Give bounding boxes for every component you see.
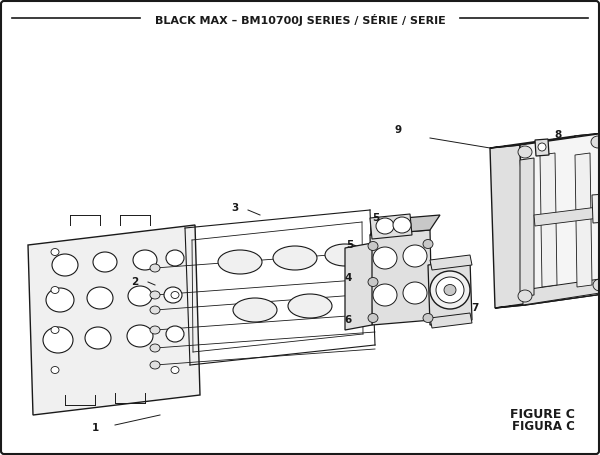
- Polygon shape: [495, 293, 600, 308]
- Ellipse shape: [51, 287, 59, 293]
- Polygon shape: [575, 153, 592, 287]
- Polygon shape: [430, 255, 472, 270]
- Polygon shape: [345, 243, 372, 330]
- Ellipse shape: [171, 292, 179, 298]
- Ellipse shape: [127, 325, 153, 347]
- Ellipse shape: [51, 366, 59, 374]
- Ellipse shape: [52, 254, 78, 276]
- Text: 5: 5: [346, 240, 353, 250]
- Ellipse shape: [376, 218, 394, 234]
- Ellipse shape: [593, 279, 600, 291]
- Polygon shape: [370, 214, 412, 239]
- Polygon shape: [592, 194, 600, 223]
- Ellipse shape: [403, 245, 427, 267]
- Ellipse shape: [538, 143, 546, 151]
- Text: FIGURE C: FIGURE C: [510, 408, 575, 421]
- Ellipse shape: [93, 252, 117, 272]
- Polygon shape: [370, 230, 432, 325]
- Ellipse shape: [150, 306, 160, 314]
- Text: 5: 5: [373, 213, 380, 223]
- Ellipse shape: [87, 287, 113, 309]
- Ellipse shape: [518, 290, 532, 302]
- Polygon shape: [540, 153, 557, 287]
- Ellipse shape: [373, 284, 397, 306]
- Ellipse shape: [166, 326, 184, 342]
- Text: 2: 2: [131, 277, 139, 287]
- Polygon shape: [490, 145, 525, 308]
- Ellipse shape: [423, 313, 433, 323]
- Ellipse shape: [171, 366, 179, 374]
- Polygon shape: [535, 139, 549, 156]
- Polygon shape: [575, 133, 600, 296]
- Polygon shape: [28, 225, 200, 415]
- Polygon shape: [430, 313, 472, 328]
- Ellipse shape: [51, 248, 59, 256]
- Ellipse shape: [150, 291, 160, 299]
- Text: 1: 1: [91, 423, 98, 433]
- Text: 8: 8: [554, 130, 562, 140]
- Ellipse shape: [430, 271, 470, 309]
- Ellipse shape: [373, 247, 397, 269]
- Ellipse shape: [233, 298, 277, 322]
- Ellipse shape: [518, 146, 532, 158]
- Text: 3: 3: [232, 203, 239, 213]
- Ellipse shape: [273, 246, 317, 270]
- Ellipse shape: [164, 287, 182, 303]
- Ellipse shape: [150, 264, 160, 272]
- Ellipse shape: [393, 217, 411, 233]
- Ellipse shape: [218, 250, 262, 274]
- Ellipse shape: [368, 313, 378, 323]
- Ellipse shape: [46, 288, 74, 312]
- Ellipse shape: [133, 250, 157, 270]
- Polygon shape: [520, 133, 600, 305]
- Text: FIGURA C: FIGURA C: [512, 420, 575, 433]
- Text: 6: 6: [344, 315, 352, 325]
- Polygon shape: [523, 279, 600, 305]
- Ellipse shape: [150, 361, 160, 369]
- Ellipse shape: [85, 327, 111, 349]
- Polygon shape: [428, 260, 472, 325]
- Ellipse shape: [591, 136, 600, 148]
- Ellipse shape: [128, 286, 152, 306]
- Ellipse shape: [51, 327, 59, 334]
- Polygon shape: [534, 207, 599, 226]
- Ellipse shape: [423, 239, 433, 248]
- Text: BLACK MAX – BM10700J SERIES / SÉRIE / SERIE: BLACK MAX – BM10700J SERIES / SÉRIE / SE…: [155, 14, 445, 26]
- Polygon shape: [520, 158, 534, 297]
- Text: 7: 7: [472, 303, 479, 313]
- Polygon shape: [490, 133, 600, 148]
- Polygon shape: [370, 215, 440, 235]
- Ellipse shape: [43, 327, 73, 353]
- Ellipse shape: [288, 294, 332, 318]
- Ellipse shape: [368, 278, 378, 287]
- Ellipse shape: [150, 326, 160, 334]
- Ellipse shape: [403, 282, 427, 304]
- Ellipse shape: [444, 284, 456, 295]
- Ellipse shape: [150, 344, 160, 352]
- Ellipse shape: [368, 242, 378, 251]
- Ellipse shape: [436, 277, 464, 303]
- Text: 9: 9: [394, 125, 401, 135]
- Text: 4: 4: [344, 273, 352, 283]
- Ellipse shape: [166, 250, 184, 266]
- Ellipse shape: [325, 244, 365, 266]
